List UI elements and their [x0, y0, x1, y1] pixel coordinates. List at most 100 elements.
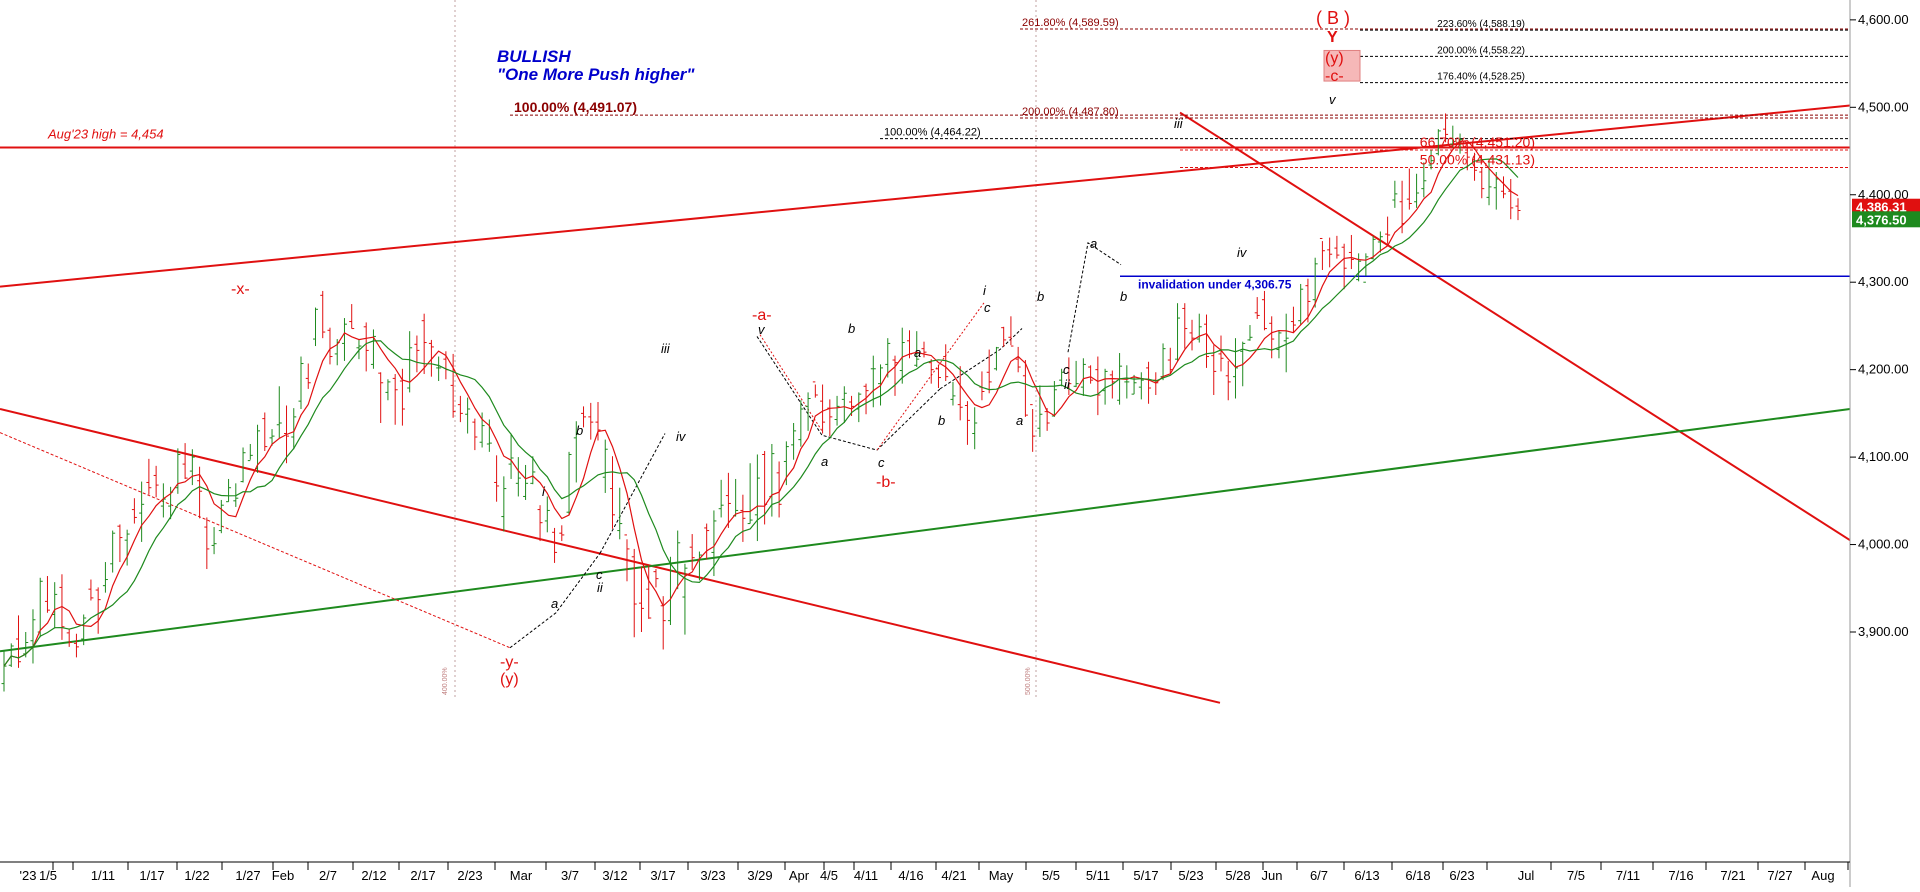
- x-axis-tick-label: 4/11: [854, 868, 878, 883]
- x-axis-tick-label: 1/17: [139, 868, 164, 883]
- x-axis-tick-label: 3/7: [561, 868, 579, 883]
- x-axis-tick-label: 4/21: [941, 868, 966, 883]
- x-axis-tick-label: 7/16: [1668, 868, 1693, 883]
- y-axis-tick-label: 4,200.00: [1858, 362, 1909, 377]
- black-wave-label: c: [878, 455, 885, 470]
- chart-subtitle: "One More Push higher": [497, 65, 695, 84]
- black-wave-label: ii: [1064, 377, 1071, 392]
- x-axis-tick-label: 6/18: [1405, 868, 1430, 883]
- dashed-red-diagonal: [0, 432, 511, 649]
- x-axis-tick-label: Jul: [1518, 868, 1535, 883]
- red-wave-label: -y-: [500, 654, 519, 671]
- red-wave-label: ( B ): [1316, 8, 1350, 28]
- fib-level-label: 100.00% (4,491.07): [514, 99, 637, 115]
- black-wave-label: c: [984, 300, 991, 315]
- upper-channel-line: [0, 104, 1851, 288]
- slow-moving-average: [3, 158, 1519, 667]
- red-wave-label: Y: [1327, 29, 1338, 46]
- x-axis-tick-label: 6/7: [1310, 868, 1328, 883]
- x-axis-tick-label: Mar: [510, 868, 533, 883]
- price-label-box: [1852, 198, 1920, 215]
- red-wave-label: -x-: [231, 281, 250, 298]
- x-axis-tick-label: 1/22: [184, 868, 209, 883]
- black-wave-label: iii: [1174, 116, 1184, 131]
- black-wave-label: c: [596, 567, 603, 582]
- black-wave-label: c: [1063, 362, 1070, 377]
- red-wave-label: -a-: [752, 307, 772, 324]
- x-axis-tick-label: 3/17: [650, 868, 675, 883]
- fib-level-label: 66.70% (4,451.20): [1420, 134, 1535, 150]
- black-wave-label: v: [1329, 92, 1337, 107]
- fib-level-label: 50.00% (4,431.13): [1420, 152, 1535, 168]
- fib-level-label: 261.80% (4,589.59): [1022, 17, 1119, 29]
- x-axis-tick-label: 5/23: [1178, 868, 1203, 883]
- x-axis-tick-label: Jun: [1262, 868, 1283, 883]
- fib-level-label: 200.00% (4,487.80): [1022, 106, 1119, 118]
- y-axis-tick-label: 4,600.00: [1858, 12, 1909, 27]
- black-wave-label: b: [576, 423, 583, 438]
- fib-level-label: 176.40% (4,528.25): [1437, 72, 1525, 83]
- wave-guide-dashed: [939, 328, 1023, 390]
- fib-level-label: 100.00% (4,464.22): [884, 127, 981, 139]
- red-wave-label: -b-: [876, 474, 896, 491]
- wave-guide-red: [876, 301, 986, 451]
- x-axis-tick-label: 2/23: [457, 868, 482, 883]
- x-axis-tick-label: 5/11: [1086, 868, 1110, 883]
- price-label-box: [1852, 211, 1920, 228]
- black-wave-label: a: [1016, 413, 1023, 428]
- fib-level-label: 223.60% (4,588.19): [1437, 19, 1525, 30]
- x-axis-tick-label: 3/29: [747, 868, 772, 883]
- x-axis-tick-label: 1/11: [91, 868, 115, 883]
- x-axis-tick-label: 7/5: [1567, 868, 1585, 883]
- x-axis-tick-label: 7/27: [1767, 868, 1792, 883]
- black-wave-label: b: [938, 413, 945, 428]
- price-label-text: 4,376.50: [1856, 212, 1907, 227]
- x-axis-tick-label: 2/17: [410, 868, 435, 883]
- black-wave-label: a: [551, 596, 558, 611]
- x-axis-tick-label: 2/7: [319, 868, 337, 883]
- x-axis-tick-label: 4/5: [820, 868, 838, 883]
- x-axis-tick-label: 3/12: [602, 868, 627, 883]
- x-axis-tick-label: 1/5: [39, 868, 57, 883]
- wave-guide-dashed: [756, 336, 941, 451]
- percentage-marker: 500.00%: [1025, 667, 1032, 695]
- y-axis-tick-label: 4,100.00: [1858, 449, 1909, 464]
- fib-level-label: 200.00% (4,558.22): [1437, 45, 1525, 56]
- black-wave-label: iv: [1237, 245, 1248, 260]
- chart-title: BULLISH: [497, 47, 571, 66]
- black-wave-label: a: [821, 454, 828, 469]
- red-wave-label: (y): [500, 671, 519, 688]
- x-axis-tick-label: 7/21: [1720, 868, 1745, 883]
- x-axis-tick-label: 2/12: [361, 868, 386, 883]
- red-wave-label: -c-: [1325, 68, 1344, 85]
- black-wave-label: iv: [676, 429, 687, 444]
- black-wave-label: i: [542, 484, 546, 499]
- x-axis-tick-label: 5/17: [1133, 868, 1158, 883]
- black-wave-label: ii: [597, 580, 604, 595]
- wave-guide-dashed: [599, 433, 666, 554]
- black-wave-label: i: [983, 283, 987, 298]
- x-axis-tick-label: 4/16: [898, 868, 923, 883]
- wave-guide-dashed: [1067, 242, 1122, 353]
- aug-high-label: Aug'23 high = 4,454: [47, 127, 164, 142]
- black-wave-label: b: [848, 321, 855, 336]
- y-axis-tick-label: 4,500.00: [1858, 99, 1909, 114]
- x-axis-tick-label: Feb: [272, 868, 294, 883]
- black-wave-label: iii: [661, 341, 671, 356]
- x-axis-tick-label: 5/28: [1225, 868, 1250, 883]
- black-wave-label: b: [1037, 289, 1044, 304]
- black-wave-label: v: [758, 322, 766, 337]
- x-axis-tick-label: 6/23: [1449, 868, 1474, 883]
- fast-moving-average: [3, 140, 1519, 667]
- black-wave-label: a: [1090, 236, 1097, 251]
- wave-guide-red: [759, 334, 823, 432]
- percentage-marker: 400.00%: [442, 667, 449, 695]
- x-axis-tick-label: Aug: [1811, 868, 1834, 883]
- wave-guide-dashed: [509, 552, 601, 649]
- projected-decline-line: [1179, 111, 1851, 542]
- x-axis-tick-label: 7/11: [1616, 868, 1640, 883]
- x-axis-tick-label: 6/13: [1354, 868, 1379, 883]
- green-support-line: [0, 408, 1851, 653]
